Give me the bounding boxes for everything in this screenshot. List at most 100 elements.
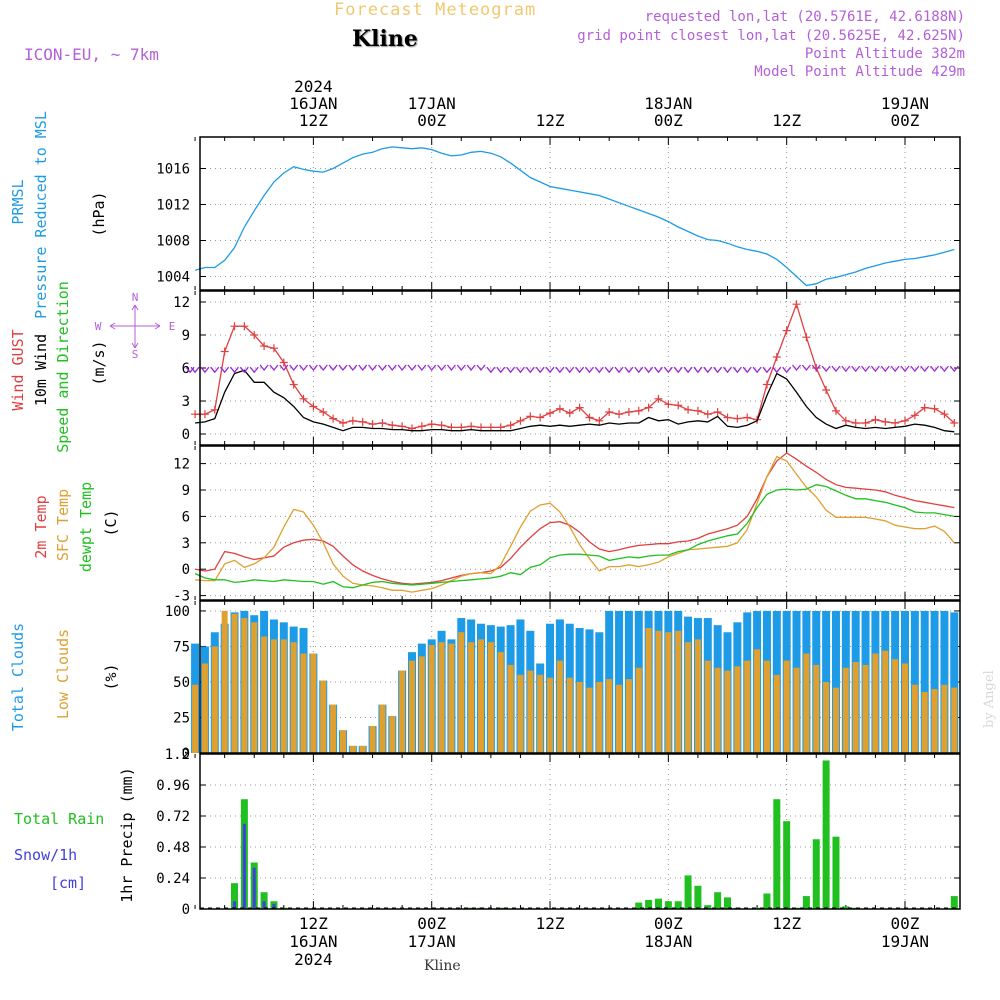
wind-direction-arrow	[939, 365, 949, 373]
gust-marker	[319, 408, 328, 416]
gust-marker	[723, 413, 732, 422]
gust-marker	[575, 403, 584, 412]
rain-bar	[231, 883, 239, 909]
footer-location: Kline	[424, 958, 461, 974]
low-cloud-bar	[941, 684, 948, 753]
y-tick-label: 6	[182, 509, 190, 525]
prmsl-label: PRMSL	[9, 179, 27, 224]
wind-direction-arrow	[506, 366, 516, 374]
wind-direction-arrow	[318, 364, 328, 372]
low-cloud-bar	[556, 660, 563, 753]
gust-marker	[565, 409, 574, 418]
dewpt-label: dewpt Temp	[77, 482, 95, 572]
y-tick-label: 3	[182, 394, 190, 410]
gust-marker	[910, 411, 919, 420]
wind-direction-arrow	[555, 366, 565, 374]
gust-marker	[516, 416, 525, 425]
snow-bar	[272, 903, 276, 909]
low-cloud-bar	[201, 663, 208, 753]
gust-marker	[871, 415, 880, 424]
bottom-year-label: 2024	[294, 950, 333, 969]
top-date-label: 19JAN	[881, 94, 929, 113]
wind-direction-arrow	[752, 366, 762, 374]
gridpoint-coords: grid point closest lon,lat (20.5625E, 42…	[577, 28, 965, 44]
compass-w: W	[95, 320, 102, 333]
gust-marker	[526, 412, 535, 421]
wind-direction-arrow	[663, 366, 673, 374]
compass-e: E	[169, 320, 176, 333]
gust-marker	[841, 416, 850, 425]
wind-direction-arrow	[308, 364, 318, 372]
low-cloud-bar	[862, 664, 869, 753]
wind-direction-arrow	[299, 364, 309, 372]
wind-direction-arrow	[742, 366, 752, 374]
bottom-date-label: 18JAN	[644, 932, 692, 951]
bottom-time-label: 12Z	[299, 914, 328, 933]
precip-axis-label: 1hr Precip (mm)	[118, 767, 136, 902]
gust-marker	[230, 322, 239, 331]
rain-bar	[645, 899, 653, 909]
low-cloud-bar	[478, 639, 485, 753]
gust-label: Wind GUST	[9, 329, 27, 410]
panel-3: 0 25 50 75 100	[165, 600, 961, 762]
rain-bar	[654, 898, 662, 909]
cloud-unit: (%)	[102, 663, 120, 690]
low-cloud-bar	[221, 610, 228, 753]
rain-bar	[704, 905, 712, 909]
wind-direction-arrow	[634, 366, 644, 374]
total-cloud-bar	[822, 610, 831, 753]
wind-direction-arrow	[861, 365, 871, 373]
low-cloud-bar	[320, 680, 327, 753]
gust-marker	[378, 419, 387, 427]
y-tick-label: 6	[182, 361, 190, 377]
low-cloud-bar	[487, 642, 494, 753]
wind-direction-arrow	[584, 366, 594, 374]
low-cloud-bar	[389, 716, 396, 753]
gust-marker	[240, 322, 249, 331]
rain-bar	[664, 901, 672, 909]
top-time-label: 12Z	[536, 111, 565, 130]
bottom-date-label: 16JAN	[289, 932, 337, 951]
low-cloud-bar	[408, 660, 415, 753]
snow-bar	[252, 867, 256, 909]
low-cloud-bar	[517, 674, 524, 753]
wind-direction-arrow	[792, 364, 802, 372]
gust-marker	[269, 344, 278, 353]
low-cloud-bar	[497, 652, 504, 753]
y-tick-label: 75	[173, 639, 190, 655]
gust-marker	[743, 413, 752, 422]
gust-marker	[674, 401, 683, 410]
wind-direction-arrow	[190, 366, 200, 374]
gust-marker	[338, 419, 347, 427]
gust-marker	[733, 414, 742, 423]
gust-marker	[329, 414, 338, 423]
wind-direction-arrow	[220, 366, 230, 374]
low-clouds-label: Low Clouds	[54, 629, 72, 719]
low-cloud-bar	[685, 642, 692, 753]
low-cloud-bar	[596, 681, 603, 753]
low-cloud-bar	[724, 670, 731, 753]
gust-marker	[546, 409, 555, 418]
y-tick-label: 0	[182, 746, 190, 762]
snow-bar	[233, 901, 237, 909]
wind-direction-arrow	[713, 366, 723, 374]
rain-bar	[763, 893, 771, 909]
snow-bar	[262, 901, 266, 909]
total-rain-label: Total Rain	[14, 810, 104, 828]
snow-bar	[242, 823, 246, 909]
gust-marker	[279, 358, 288, 367]
gust-marker	[634, 406, 643, 415]
low-cloud-bar	[586, 687, 593, 753]
low-cloud-bar	[349, 745, 356, 753]
low-cloud-bar	[921, 691, 928, 753]
wind-direction-arrow	[653, 366, 663, 374]
rain-bar	[684, 875, 692, 909]
wind-direction-arrow	[614, 366, 624, 374]
wind-direction-arrow	[949, 365, 959, 373]
model-label: ICON-EU, ~ 7km	[24, 45, 159, 64]
y-tick-label: 1.2	[165, 747, 190, 763]
top-time-label: 00Z	[891, 111, 920, 130]
gust-marker	[191, 410, 200, 419]
top-date-label: 18JAN	[644, 94, 692, 113]
gust-marker	[703, 410, 712, 419]
